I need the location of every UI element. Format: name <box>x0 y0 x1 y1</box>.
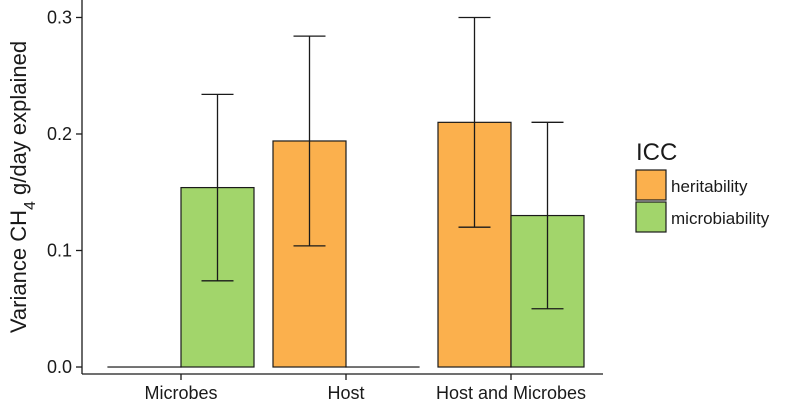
y-tick-label: 0.2 <box>47 124 72 144</box>
error-bar-heritability-2 <box>458 16 491 228</box>
legend-label: heritability <box>671 177 748 196</box>
error-bar-microbiability-0 <box>201 93 234 282</box>
error-bar-microbiability-2 <box>531 121 564 310</box>
bars-layer <box>107 121 585 368</box>
x-tick-label: Host and Microbes <box>436 383 586 402</box>
legend-swatch <box>635 201 667 233</box>
y-tick-label: 0.3 <box>47 7 72 27</box>
y-tick-label: 0.1 <box>47 240 72 260</box>
error-bar-heritability-1 <box>293 35 326 247</box>
x-ticks-layer: Microbes Host Host and Microbes <box>144 374 586 402</box>
x-tick-label: Host <box>327 383 364 402</box>
error-bars-layer <box>201 16 564 310</box>
y-axis-title-suffix: g/day explained <box>6 41 31 201</box>
y-axis-title-subscript: 4 <box>22 201 39 210</box>
axes-layer <box>81 0 603 375</box>
y-tick-label: 0.0 <box>47 357 72 377</box>
y-ticks-layer: 0.0 0.1 0.2 0.3 <box>47 7 82 377</box>
legend-label: microbiability <box>671 209 770 228</box>
legend-item-microbiability: microbiability <box>635 201 770 233</box>
y-axis-title-prefix: Variance CH <box>6 210 31 333</box>
y-axis-title: Variance CH4 g/day explained <box>6 41 39 333</box>
legend-title: ICC <box>636 139 677 166</box>
legend-swatch <box>635 169 667 201</box>
legend: ICC heritability microbiability <box>635 139 770 233</box>
legend-item-heritability: heritability <box>635 169 748 201</box>
x-tick-label: Microbes <box>144 383 217 402</box>
